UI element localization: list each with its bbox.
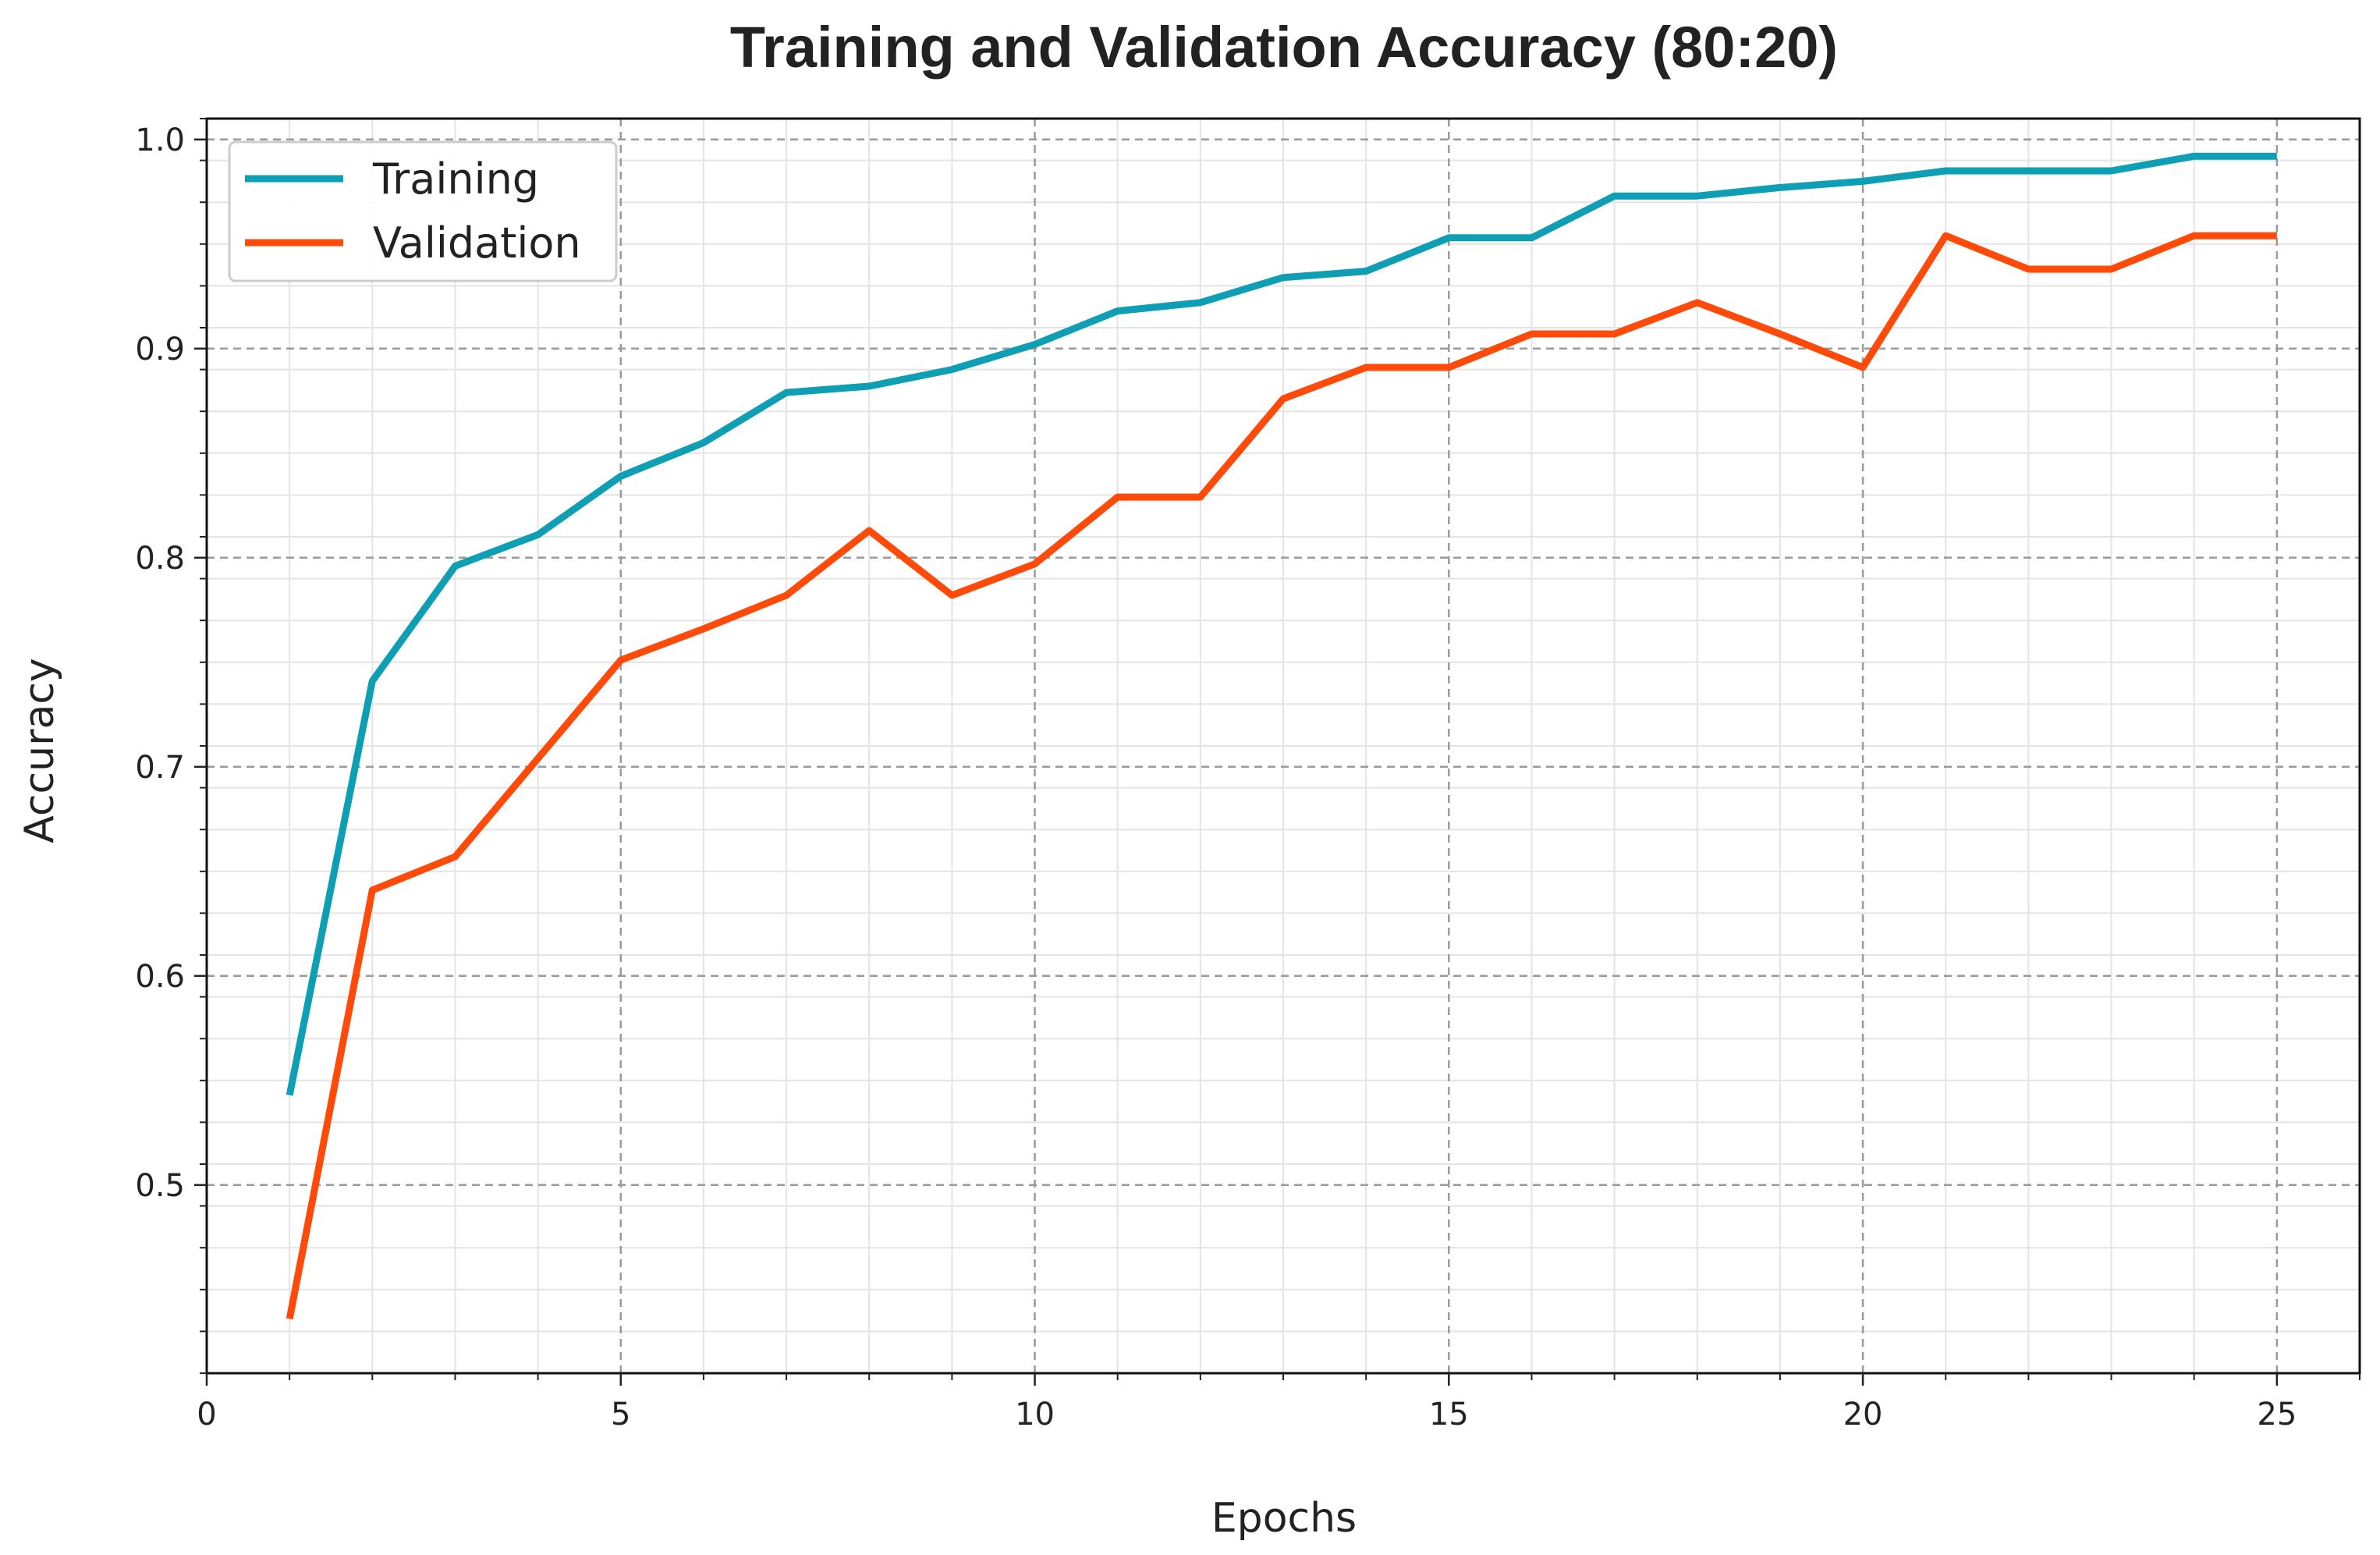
y-tick-label: 0.5 — [135, 1168, 185, 1204]
y-axis-label: Accuracy — [16, 658, 63, 843]
data-point-training — [2111, 170, 2112, 172]
data-point-training — [1779, 186, 1781, 188]
data-point-training — [454, 566, 456, 567]
data-point-training — [2194, 155, 2195, 157]
y-tick-label: 0.8 — [135, 541, 185, 577]
data-point-validation — [1945, 235, 1946, 236]
data-point-training — [1862, 180, 1864, 182]
legend: Training Validation — [228, 140, 618, 282]
x-tick-label: 0 — [197, 1397, 216, 1433]
y-tick-label: 0.6 — [135, 959, 185, 995]
data-point-validation — [2276, 235, 2278, 236]
data-point-validation — [1034, 563, 1036, 565]
data-point-validation — [1117, 496, 1119, 498]
data-point-validation — [1365, 367, 1367, 368]
data-point-training — [2027, 170, 2029, 172]
x-tick-label: 5 — [611, 1397, 630, 1433]
data-point-validation — [868, 530, 870, 531]
data-point-training — [371, 680, 373, 682]
data-point-training — [1282, 277, 1284, 279]
x-axis-label: Epochs — [1211, 1495, 1357, 1542]
data-point-training — [289, 1095, 290, 1096]
data-point-training — [703, 442, 704, 443]
y-tick-label: 1.0 — [135, 122, 185, 158]
data-point-validation — [2194, 235, 2195, 236]
data-point-validation — [1779, 333, 1781, 335]
data-point-training — [620, 475, 622, 477]
data-point-validation — [620, 659, 622, 661]
data-point-training — [951, 369, 952, 371]
data-point-validation — [1531, 333, 1532, 335]
legend-label-validation: Validation — [373, 218, 581, 268]
x-tick-label: 15 — [1429, 1397, 1469, 1433]
data-point-training — [2276, 155, 2278, 157]
data-point-training — [1034, 343, 1036, 345]
minor-gridlines — [207, 118, 2360, 1374]
data-point-validation — [371, 889, 373, 891]
x-axis-ticks: 0 5 10 15 20 25 — [197, 1373, 2360, 1433]
x-tick-label: 10 — [1015, 1397, 1055, 1433]
y-tick-label: 0.9 — [135, 332, 185, 367]
y-tick-label: 0.7 — [135, 750, 185, 786]
y-axis-ticks: 0.5 0.6 0.7 0.8 0.9 1.0 — [135, 118, 207, 1374]
x-tick-label: 20 — [1843, 1397, 1883, 1433]
data-point-training — [1448, 237, 1449, 239]
data-point-validation — [1697, 302, 1698, 304]
data-point-validation — [454, 856, 456, 857]
chart-title: Training and Validation Accuracy (80:20) — [730, 15, 1838, 80]
data-point-training — [1365, 271, 1367, 272]
data-point-training — [1697, 195, 1698, 197]
data-point-training — [1614, 195, 1616, 197]
data-point-validation — [1200, 496, 1201, 498]
x-tick-label: 25 — [2257, 1397, 2297, 1433]
data-point-training — [1117, 311, 1119, 312]
data-point-training — [537, 534, 539, 535]
data-point-training — [1531, 237, 1532, 239]
data-point-validation — [537, 758, 539, 759]
data-point-validation — [1614, 333, 1616, 335]
series-line-training — [286, 152, 2277, 1096]
data-point-validation — [786, 595, 787, 596]
data-point-validation — [2111, 268, 2112, 270]
data-point-validation — [1862, 367, 1864, 368]
data-point-training — [868, 385, 870, 387]
legend-label-training: Training — [372, 154, 539, 204]
data-point-training — [786, 392, 787, 393]
data-point-validation — [703, 628, 704, 630]
data-point-training — [1200, 302, 1201, 304]
data-point-training — [1945, 170, 1946, 172]
series-line-validation — [286, 232, 2277, 1320]
major-gridlines — [207, 119, 2360, 1373]
data-point-validation — [289, 1318, 290, 1319]
data-point-validation — [1448, 367, 1449, 368]
series-layer — [286, 152, 2278, 1320]
data-point-validation — [951, 595, 952, 596]
data-point-validation — [1282, 398, 1284, 399]
data-point-validation — [2027, 268, 2029, 270]
